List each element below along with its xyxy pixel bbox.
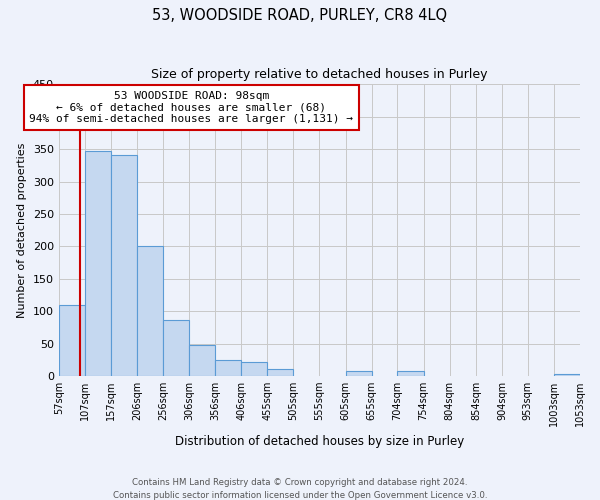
- Bar: [111, 155, 137, 376]
- Text: 53 WOODSIDE ROAD: 98sqm
← 6% of detached houses are smaller (68)
94% of semi-det: 53 WOODSIDE ROAD: 98sqm ← 6% of detached…: [29, 91, 353, 124]
- Bar: [163, 320, 189, 376]
- Text: 53, WOODSIDE ROAD, PURLEY, CR8 4LQ: 53, WOODSIDE ROAD, PURLEY, CR8 4LQ: [152, 8, 448, 22]
- Bar: [241, 362, 267, 376]
- Bar: [554, 374, 580, 376]
- Bar: [215, 360, 241, 376]
- Bar: [189, 346, 215, 376]
- Bar: [59, 304, 85, 376]
- Y-axis label: Number of detached properties: Number of detached properties: [17, 142, 28, 318]
- X-axis label: Distribution of detached houses by size in Purley: Distribution of detached houses by size …: [175, 434, 464, 448]
- Bar: [267, 369, 293, 376]
- Text: Contains HM Land Registry data © Crown copyright and database right 2024.
Contai: Contains HM Land Registry data © Crown c…: [113, 478, 487, 500]
- Bar: [397, 370, 424, 376]
- Bar: [85, 150, 111, 376]
- Bar: [346, 372, 372, 376]
- Bar: [137, 246, 163, 376]
- Title: Size of property relative to detached houses in Purley: Size of property relative to detached ho…: [151, 68, 488, 80]
